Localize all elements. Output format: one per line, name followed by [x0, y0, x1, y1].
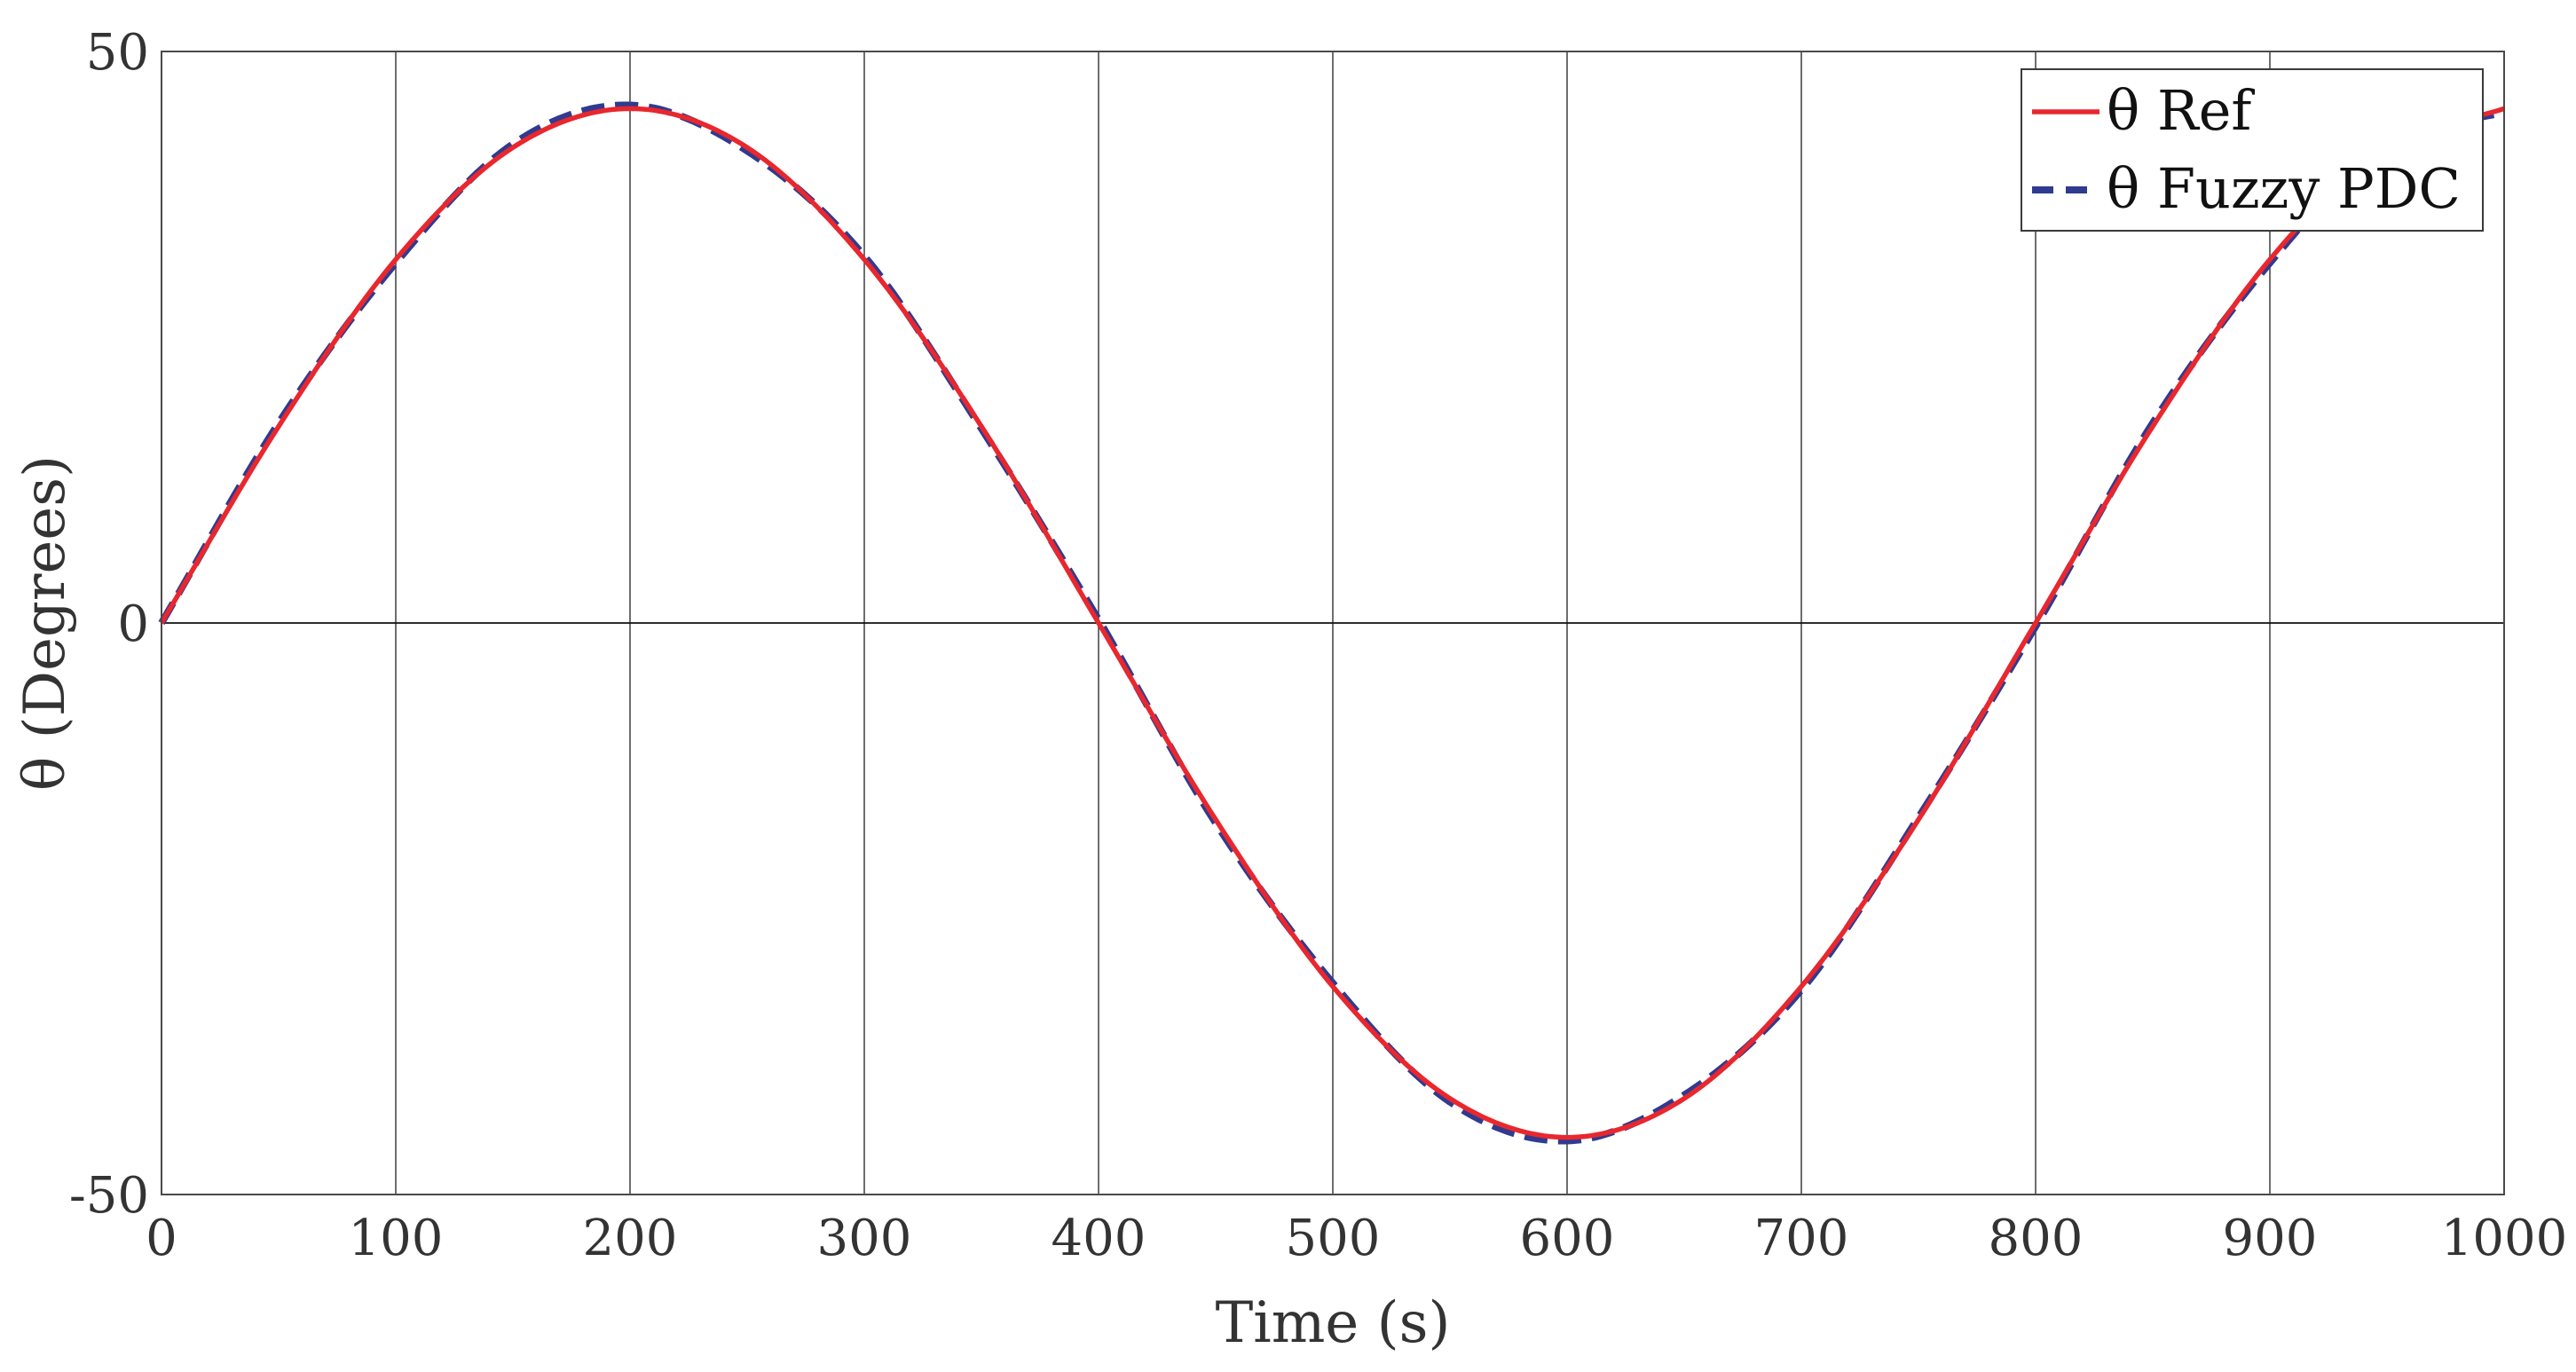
x-tick-label: 1000 [2441, 1210, 2568, 1267]
y-tick-labels: -50 0 50 [69, 24, 149, 1225]
x-axis-label: Time (s) [1216, 1290, 1451, 1356]
legend-label-fuzzy: θ Fuzzy PDC [2107, 156, 2461, 221]
x-tick-labels: 0 100 200 300 400 500 600 700 800 900 1000 [146, 1210, 2567, 1267]
legend: θ Ref θ Fuzzy PDC [2021, 68, 2484, 232]
y-tick-label: -50 [69, 1167, 149, 1225]
y-tick-label: 50 [86, 24, 149, 82]
grid [161, 51, 2504, 1195]
x-tick-label: 100 [349, 1210, 444, 1267]
x-tick-label: 400 [1052, 1210, 1146, 1267]
x-tick-label: 200 [583, 1210, 678, 1267]
x-tick-label: 300 [817, 1210, 912, 1267]
series-layer [158, 101, 2505, 1145]
x-tick-label: 500 [1286, 1210, 1381, 1267]
x-tick-label: 600 [1520, 1210, 1615, 1267]
y-axis-label: θ (Degrees) [12, 455, 78, 791]
y-tick-label: 0 [117, 595, 149, 653]
series-ref-line [159, 106, 2505, 1140]
legend-label-ref: θ Ref [2107, 78, 2255, 143]
legend-box [2021, 68, 2484, 232]
x-tick-label: 0 [146, 1210, 177, 1267]
x-tick-label: 900 [2223, 1210, 2318, 1267]
plot-frame [161, 51, 2505, 1195]
x-tick-label: 700 [1754, 1210, 1849, 1267]
x-tick-label: 800 [1989, 1210, 2084, 1267]
